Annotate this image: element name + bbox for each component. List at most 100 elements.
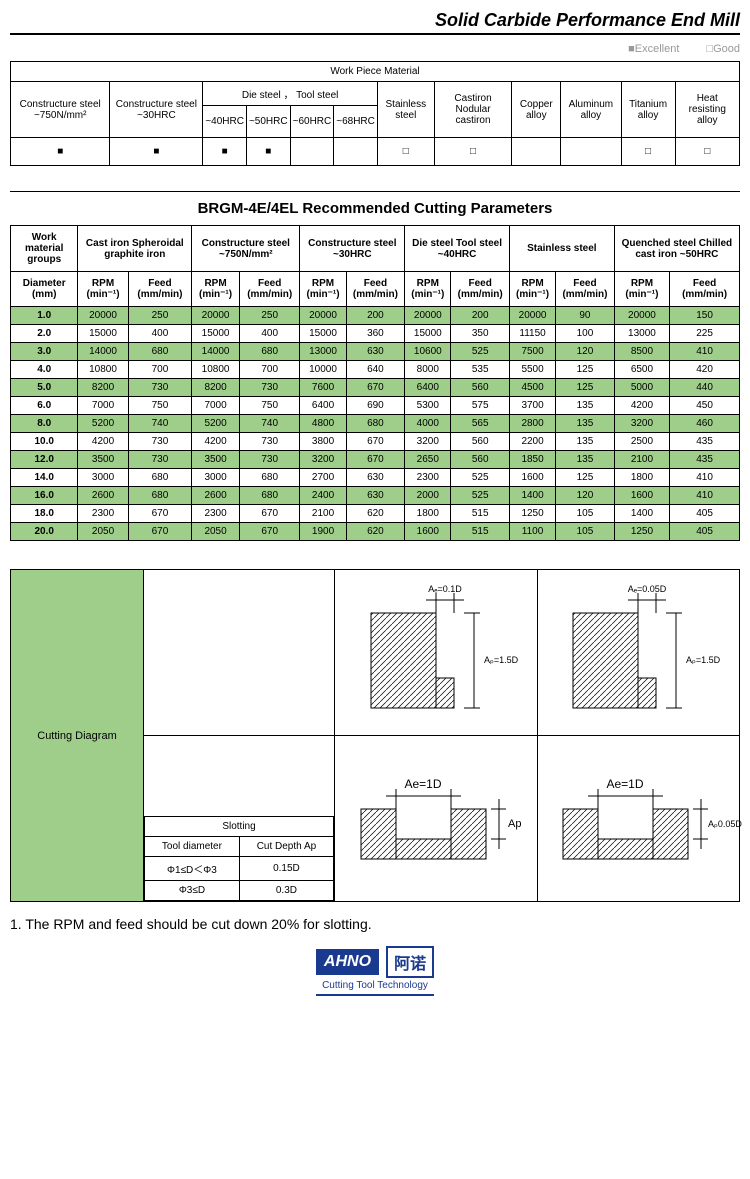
param-cell: 3700	[509, 397, 555, 415]
svg-text:Ap: Ap	[508, 818, 521, 830]
wpm-title: Work Piece Material	[11, 62, 740, 82]
param-cell: 1400	[509, 487, 555, 505]
wpm-mark	[512, 138, 561, 166]
side-cut-svg-2: Aₑ=0.05D Aₚ=1.5D	[558, 588, 718, 718]
param-cell: 740	[239, 415, 299, 433]
param-cell: 6400	[405, 379, 451, 397]
param-cell: 750	[239, 397, 299, 415]
param-cell: 565	[451, 415, 510, 433]
side-cut-svg: Aₑ=0.1D Aₚ=1.5D	[356, 588, 516, 718]
legend-excellent: ■Excellent	[628, 43, 679, 55]
param-cell: 105	[556, 505, 615, 523]
param-cell: 730	[128, 451, 191, 469]
param-cell: 20000	[614, 307, 669, 325]
param-cell: 680	[239, 487, 299, 505]
cutting-params-table: Work material groups Cast iron Spheroida…	[10, 225, 740, 541]
param-cell: 730	[239, 433, 299, 451]
params-group-header: Work material groups	[11, 226, 78, 272]
param-cell: 5200	[192, 415, 240, 433]
params-subheader: Feed (mm/min)	[128, 272, 191, 307]
diameter-cell: 10.0	[11, 433, 78, 451]
params-group-header: Die steel Tool steel ~40HRC	[405, 226, 510, 272]
param-cell: 630	[346, 469, 405, 487]
param-cell: 450	[670, 397, 740, 415]
param-cell: 3500	[192, 451, 240, 469]
param-cell: 4500	[509, 379, 555, 397]
params-subheader: RPM (min⁻¹)	[405, 272, 451, 307]
param-cell: 3000	[192, 469, 240, 487]
param-cell: 250	[239, 307, 299, 325]
param-cell: 125	[556, 379, 615, 397]
param-cell: 3200	[405, 433, 451, 451]
param-cell: 670	[346, 451, 405, 469]
param-cell: 15000	[300, 325, 346, 343]
param-cell: 525	[451, 487, 510, 505]
diagram-empty-cell	[144, 570, 334, 735]
param-cell: 4000	[405, 415, 451, 433]
param-cell: 1250	[614, 523, 669, 541]
diameter-cell: 2.0	[11, 325, 78, 343]
table-row: 12.0350073035007303200670265056018501352…	[11, 451, 740, 469]
svg-text:Ae=1D: Ae=1D	[404, 777, 441, 791]
slot-svg-2: Ae=1D Aₚ0.05D	[548, 764, 728, 874]
param-cell: 5300	[405, 397, 451, 415]
param-cell: 700	[128, 361, 191, 379]
param-cell: 1850	[509, 451, 555, 469]
param-cell: 670	[239, 523, 299, 541]
wpm-col: Constructure steel ~30HRC	[110, 82, 203, 138]
wpm-col: ~50HRC	[246, 106, 290, 138]
param-cell: 8200	[192, 379, 240, 397]
param-cell: 2050	[78, 523, 128, 541]
wpm-mark: ■	[11, 138, 110, 166]
diameter-cell: 12.0	[11, 451, 78, 469]
param-cell: 10800	[78, 361, 128, 379]
param-cell: 1600	[614, 487, 669, 505]
param-cell: 1400	[614, 505, 669, 523]
params-subheader: Feed (mm/min)	[556, 272, 615, 307]
param-cell: 3800	[300, 433, 346, 451]
param-cell: 5200	[78, 415, 128, 433]
param-cell: 20000	[509, 307, 555, 325]
slot-header: Tool diameter	[145, 837, 240, 857]
table-row: 4.01080070010800700100006408000535550012…	[11, 361, 740, 379]
params-group-header: Constructure steel ~750N/mm²	[192, 226, 300, 272]
param-cell: 105	[556, 523, 615, 541]
footnote: 1. The RPM and feed should be cut down 2…	[10, 916, 740, 932]
param-cell: 4800	[300, 415, 346, 433]
param-cell: 1600	[509, 469, 555, 487]
param-cell: 360	[346, 325, 405, 343]
param-cell: 2000	[405, 487, 451, 505]
param-cell: 1800	[614, 469, 669, 487]
slot-cell: Φ1≤D＜Φ3	[145, 857, 240, 881]
param-cell: 680	[239, 343, 299, 361]
param-cell: 4200	[614, 397, 669, 415]
logo-text: AHNO	[316, 949, 379, 975]
param-cell: 535	[451, 361, 510, 379]
params-group-header: Constructure steel ~30HRC	[300, 226, 405, 272]
param-cell: 670	[239, 505, 299, 523]
param-cell: 515	[451, 523, 510, 541]
param-cell: 7000	[78, 397, 128, 415]
table-row: 6.07000750700075064006905300575370013542…	[11, 397, 740, 415]
diagram-slot-right: Ae=1D Aₚ0.05D	[537, 736, 740, 901]
param-cell: 620	[346, 523, 405, 541]
logo-subtitle: Cutting Tool Technology	[316, 980, 434, 991]
param-cell: 1600	[405, 523, 451, 541]
param-cell: 670	[346, 433, 405, 451]
param-cell: 15000	[78, 325, 128, 343]
param-cell: 13000	[614, 325, 669, 343]
param-cell: 4200	[192, 433, 240, 451]
param-cell: 250	[128, 307, 191, 325]
param-cell: 120	[556, 487, 615, 505]
table-row: 8.05200740520074048006804000565280013532…	[11, 415, 740, 433]
table-row: 18.0230067023006702100620180051512501051…	[11, 505, 740, 523]
param-cell: 730	[128, 433, 191, 451]
param-cell: 4200	[78, 433, 128, 451]
svg-text:Ae=1D: Ae=1D	[607, 777, 644, 791]
param-cell: 7600	[300, 379, 346, 397]
params-subheader: RPM (min⁻¹)	[192, 272, 240, 307]
param-cell: 2500	[614, 433, 669, 451]
brand-logo: AHNO 阿诺 Cutting Tool Technology	[316, 946, 434, 996]
param-cell: 3200	[300, 451, 346, 469]
param-cell: 670	[128, 523, 191, 541]
